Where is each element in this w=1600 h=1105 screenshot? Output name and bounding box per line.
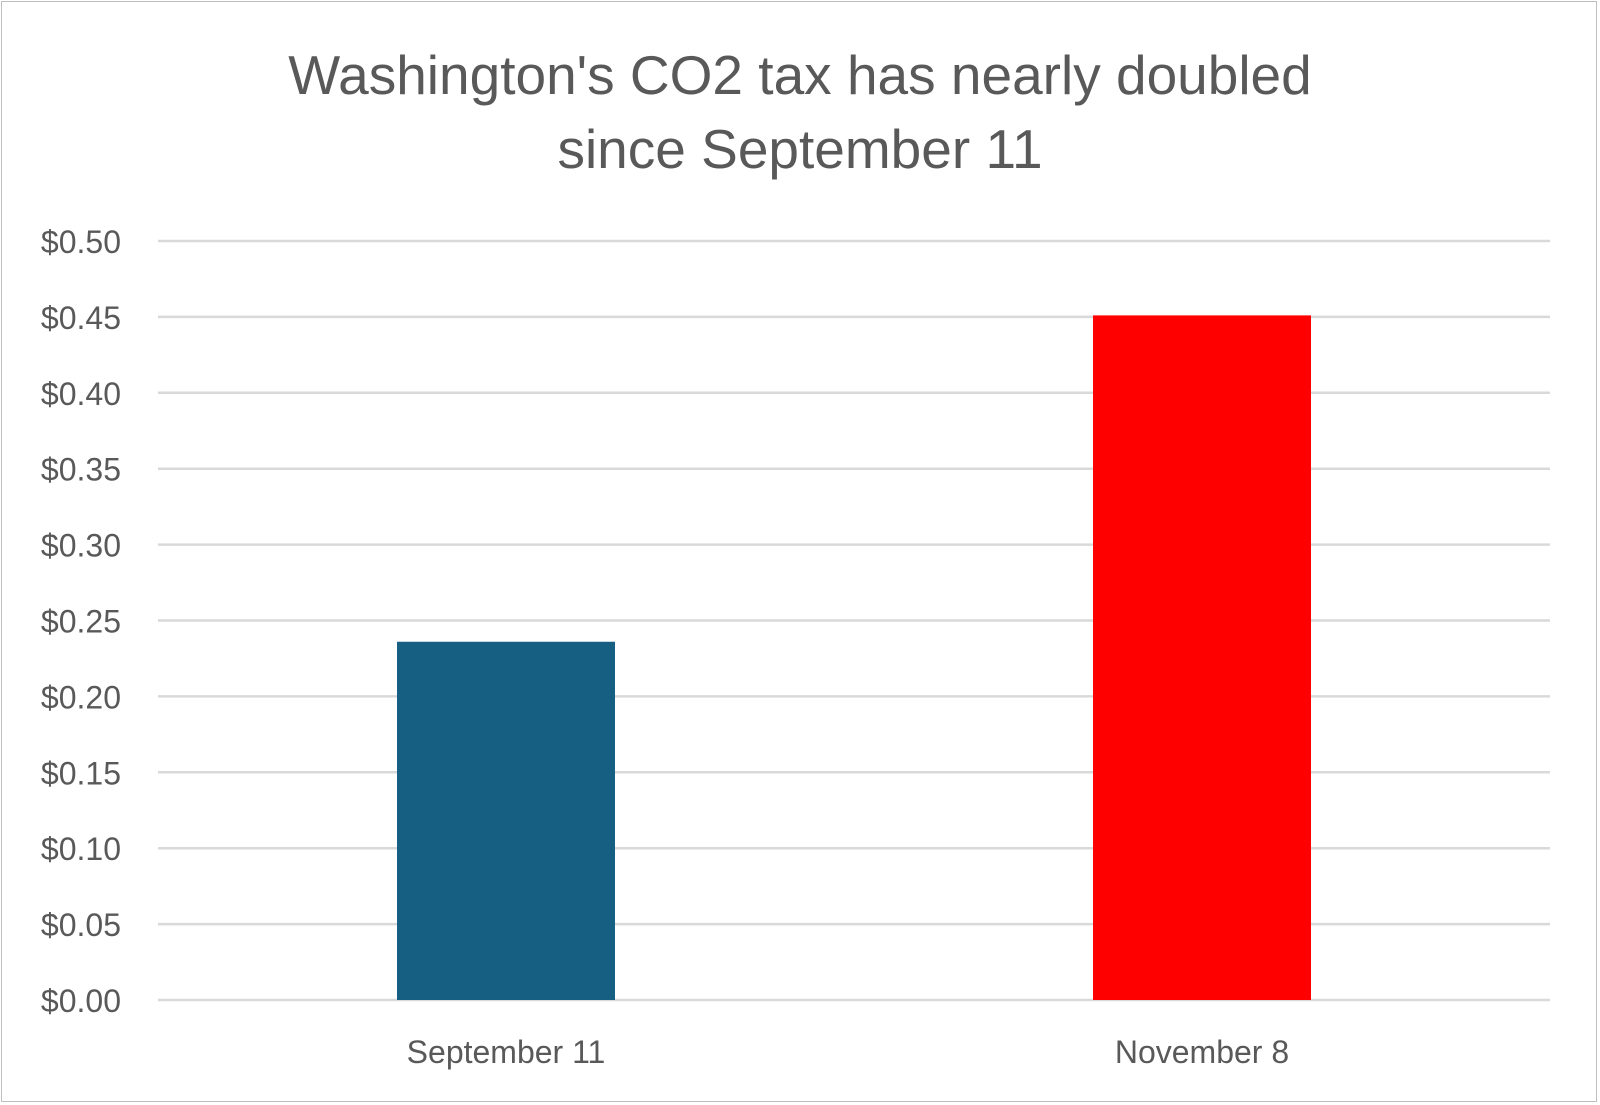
y-tick-label: $0.00: [41, 983, 121, 1019]
y-tick-label: $0.25: [41, 604, 121, 640]
x-tick-label: November 8: [1115, 1034, 1289, 1070]
chart-title-line-2: since September 11: [557, 118, 1043, 180]
y-tick-label: $0.40: [41, 376, 121, 412]
y-tick-label: $0.05: [41, 907, 121, 943]
x-axis-tick-labels: September 11 November 8: [407, 1034, 1289, 1070]
y-tick-label: $0.10: [41, 831, 121, 867]
y-tick-label: $0.15: [41, 755, 121, 791]
bars: [397, 315, 1311, 1001]
bar-0: [397, 641, 615, 1000]
y-tick-label: $0.45: [41, 300, 121, 336]
bar-1: [1093, 315, 1311, 1001]
y-tick-label: $0.30: [41, 528, 121, 564]
gridlines: [158, 239, 1550, 1002]
chart-title: Washington's CO2 tax has nearly doubled …: [0, 38, 1600, 186]
y-tick-label: $0.20: [41, 679, 121, 715]
x-tick-label: September 11: [407, 1034, 606, 1070]
y-tick-label: $0.35: [41, 452, 121, 488]
y-axis-tick-labels: $0.00 $0.05 $0.10 $0.15 $0.20 $0.25 $0.30 $0.35…: [41, 224, 121, 1019]
y-tick-label: $0.50: [41, 224, 121, 260]
chart-title-line-1: Washington's CO2 tax has nearly doubled: [288, 44, 1312, 106]
